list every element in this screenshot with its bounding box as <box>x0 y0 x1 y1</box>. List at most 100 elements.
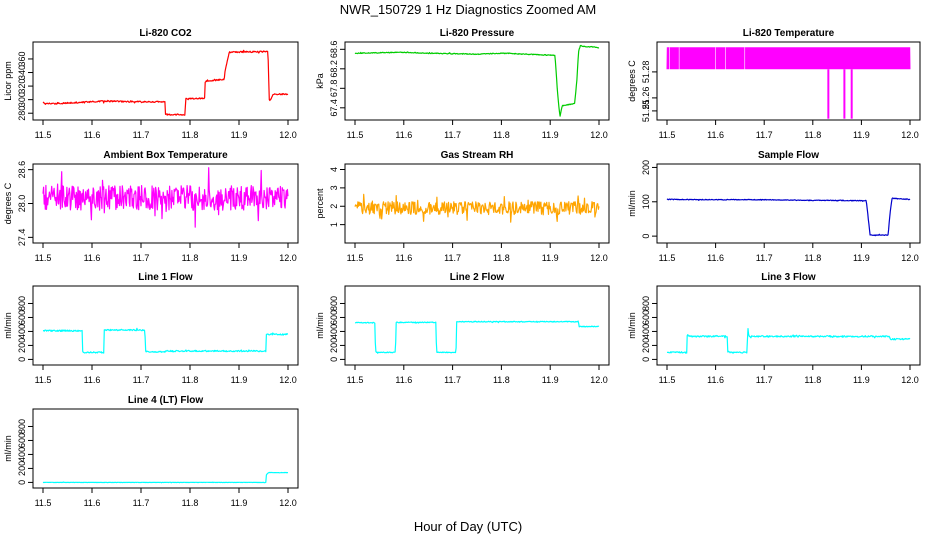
panel-title: Line 1 Flow <box>138 272 193 283</box>
x-tick-label: 11.8 <box>804 130 821 140</box>
series-line <box>666 328 911 354</box>
y-tick-label: 400 <box>17 447 27 462</box>
panel-title: Line 3 Flow <box>761 272 816 283</box>
x-tick-label: 11.8 <box>493 130 510 140</box>
x-tick-label: 11.6 <box>395 130 412 140</box>
panel-title: Li-820 Temperature <box>743 28 835 39</box>
plot-frame <box>32 285 299 366</box>
x-tick-label: 11.6 <box>84 498 101 508</box>
panel-7: Line 1 Flow 11.5 11.6 11.7 11.8 11.9 12.0 0 2004… <box>3 272 299 385</box>
figure-title: NWR_150729 1 Hz Diagnostics Zoomed AM <box>340 2 597 17</box>
x-tick-label: 11.9 <box>853 375 870 385</box>
y-tick-label: 3 <box>329 185 339 190</box>
x-tick-label: 11.8 <box>493 375 510 385</box>
y-tick-label: 200 <box>17 338 27 353</box>
panel-4: Ambient Box Temperature 11.5 11.6 11.7 11.8 1… <box>3 150 299 263</box>
x-tick-label: 11.8 <box>182 498 199 508</box>
x-tick-label: 11.7 <box>133 253 150 263</box>
y-axis-label: degrees C <box>3 182 13 224</box>
y-tick-label: 2 <box>329 204 339 209</box>
y-tick-label: 400 <box>17 324 27 339</box>
x-tick-label: 12.0 <box>901 253 919 263</box>
y-tick-label: 27.4 <box>17 229 27 247</box>
y-tick-label: 200 <box>329 338 339 353</box>
y-tick-label: 0 <box>329 357 339 362</box>
x-tick-label: 11.9 <box>542 253 559 263</box>
y-tick-label: 300 <box>17 92 27 107</box>
panel-title: Gas Stream RH <box>441 150 514 161</box>
y-axis-label: Licor ppm <box>3 61 13 101</box>
x-tick-label: 11.5 <box>347 253 364 263</box>
x-tick-label: 11.9 <box>853 253 870 263</box>
y-tick-label: 800 <box>329 296 339 311</box>
x-axis-label: Hour of Day (UTC) <box>414 519 522 534</box>
series-line <box>354 193 600 223</box>
y-tick-label: 0 <box>17 480 27 485</box>
y-tick-label: 0 <box>17 357 27 362</box>
y-tick-label: 100 <box>641 194 651 209</box>
y-tick-label: 200 <box>641 338 651 353</box>
y-tick-label: 200 <box>17 461 27 476</box>
x-tick-label: 11.7 <box>133 375 150 385</box>
x-tick-label: 11.9 <box>542 130 559 140</box>
y-tick-label: 800 <box>17 296 27 311</box>
x-tick-label: 12.0 <box>590 253 608 263</box>
y-tick-label: 67.8 <box>329 80 339 98</box>
x-tick-label: 11.6 <box>84 253 101 263</box>
y-tick-label: 51.28 <box>641 61 651 84</box>
x-tick-label: 11.8 <box>182 130 199 140</box>
y-tick-label: 28.0 <box>17 195 27 213</box>
series-line <box>354 320 600 354</box>
x-tick-label: 11.5 <box>35 498 52 508</box>
y-axis-label: kPa <box>315 73 325 89</box>
x-tick-label: 11.6 <box>84 375 101 385</box>
series-line <box>666 47 911 70</box>
y-tick-label: 600 <box>17 433 27 448</box>
x-tick-label: 12.0 <box>279 498 297 508</box>
panel-title: Line 2 Flow <box>450 272 505 283</box>
y-tick-label: 200 <box>641 160 651 175</box>
x-tick-label: 11.5 <box>35 130 52 140</box>
x-tick-label: 11.6 <box>707 375 724 385</box>
x-tick-label: 12.0 <box>590 375 608 385</box>
y-tick-label: 800 <box>641 296 651 311</box>
x-tick-label: 11.6 <box>707 253 724 263</box>
y-tick-label: 28.6 <box>17 161 27 179</box>
plot-frame <box>32 41 299 121</box>
x-tick-label: 11.8 <box>804 375 821 385</box>
y-axis-label: ml/min <box>3 435 13 462</box>
series-line <box>42 167 289 228</box>
x-tick-label: 11.9 <box>231 130 248 140</box>
y-tick-label: 800 <box>17 419 27 434</box>
x-tick-label: 11.5 <box>35 253 52 263</box>
panel-5: Gas Stream RH 11.5 11.6 11.7 11.8 11.9 12.0 1 2 3… <box>315 150 610 263</box>
panel-title: Li-820 Pressure <box>440 28 515 39</box>
y-tick-label: 4 <box>329 167 339 172</box>
x-tick-label: 11.6 <box>395 253 412 263</box>
x-tick-label: 11.7 <box>756 253 773 263</box>
x-tick-label: 11.7 <box>133 130 150 140</box>
x-tick-label: 11.7 <box>756 130 773 140</box>
panel-10: Line 4 (LT) Flow 11.5 11.6 11.7 11.8 11.9 12.0… <box>3 395 299 508</box>
x-tick-label: 12.0 <box>901 375 919 385</box>
x-tick-label: 11.9 <box>231 375 248 385</box>
x-tick-label: 12.0 <box>901 130 919 140</box>
y-axis-label: ml/min <box>627 312 637 339</box>
x-tick-label: 11.8 <box>493 253 510 263</box>
series-line <box>42 471 289 484</box>
series-line <box>354 44 600 117</box>
panel-8: Line 2 Flow 11.5 11.6 11.7 11.8 11.9 12.0 0 2004… <box>315 272 610 385</box>
x-tick-label: 11.7 <box>444 130 461 140</box>
x-tick-label: 11.6 <box>395 375 412 385</box>
panel-2: Li-820 Pressure 11.5 11.6 11.7 11.8 11.9 12.0 6… <box>315 28 610 140</box>
panel-title: Sample Flow <box>758 150 819 161</box>
y-axis-label: ml/min <box>315 312 325 339</box>
y-tick-label: 0 <box>641 357 651 362</box>
y-tick-label: 400 <box>329 324 339 339</box>
x-tick-label: 11.6 <box>84 130 101 140</box>
x-tick-label: 11.7 <box>756 375 773 385</box>
plot-frame <box>656 285 921 366</box>
x-tick-label: 11.9 <box>231 253 248 263</box>
x-tick-label: 11.7 <box>133 498 150 508</box>
